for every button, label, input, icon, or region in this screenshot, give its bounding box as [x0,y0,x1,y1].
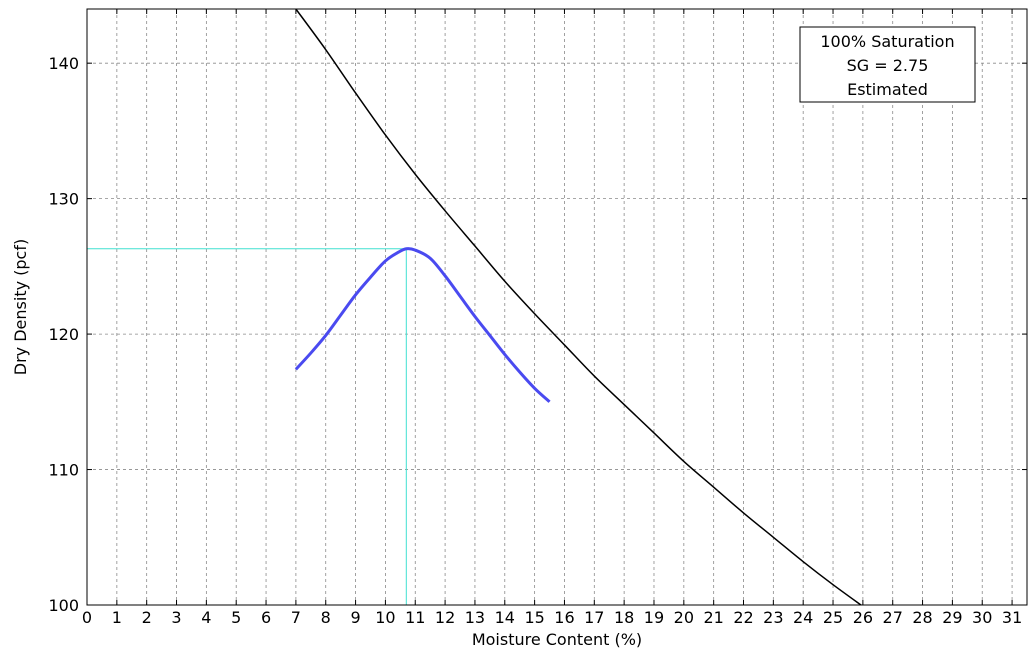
x-tick-label: 27 [883,608,903,627]
x-tick-label: 25 [823,608,843,627]
x-tick-label: 24 [793,608,813,627]
saturation-annotation-box: 100% Saturation SG = 2.75 Estimated [799,26,976,103]
x-tick-label: 16 [554,608,574,627]
x-tick-label: 23 [763,608,783,627]
x-tick-label: 28 [912,608,932,627]
x-tick-label: 7 [291,608,301,627]
x-tick-label: 15 [524,608,544,627]
tick-marks [86,9,1027,606]
x-tick-label: 1 [112,608,122,627]
x-tick-label: 5 [231,608,241,627]
y-tick-label: 130 [48,190,79,209]
x-tick-label: 21 [703,608,723,627]
x-tick-label: 14 [495,608,515,627]
x-tick-labels: 0 1 2 3 4 5 6 7 8 9 10 11 12 13 14 15 16 17 18 19 20 21 22 23 24… [82,608,1022,627]
x-tick-label: 4 [201,608,211,627]
x-tick-label: 20 [674,608,694,627]
series-group [294,9,863,605]
x-tick-label: 11 [405,608,425,627]
y-tick-label: 110 [48,461,79,480]
y-tick-label: 140 [48,54,79,73]
x-tick-label: 3 [171,608,181,627]
x-tick-label: 10 [375,608,395,627]
x-tick-label: 19 [644,608,664,627]
x-tick-label: 8 [321,608,331,627]
annotation-box-border [799,26,976,103]
annotation-line-3: Estimated [847,80,928,99]
zero-air-voids-line [295,9,863,605]
x-axis-label: Moisture Content (%) [472,630,642,649]
x-tick-label: 17 [584,608,604,627]
x-tick-label: 0 [82,608,92,627]
x-tick-label: 2 [142,608,152,627]
plot-frame [86,8,1028,606]
y-tick-label: 120 [48,325,79,344]
optimum-reference-lines [87,248,407,605]
x-tick-label: 26 [853,608,873,627]
annotation-line-1: 100% Saturation [820,32,954,51]
y-axis-label: Dry Density (pcf) [11,239,30,375]
annotation-line-2: SG = 2.75 [847,56,929,75]
x-tick-label: 31 [1002,608,1022,627]
y-tick-labels: 100 110 120 130 140 [48,54,79,615]
x-tick-label: 6 [261,608,271,627]
x-tick-label: 9 [350,608,360,627]
x-tick-label: 18 [614,608,634,627]
x-tick-label: 30 [972,608,992,627]
x-tick-label: 29 [942,608,962,627]
y-tick-label: 100 [48,596,79,615]
x-tick-label: 13 [465,608,485,627]
x-tick-label: 12 [435,608,455,627]
x-tick-label: 22 [733,608,753,627]
compaction-curve-line [294,247,551,403]
